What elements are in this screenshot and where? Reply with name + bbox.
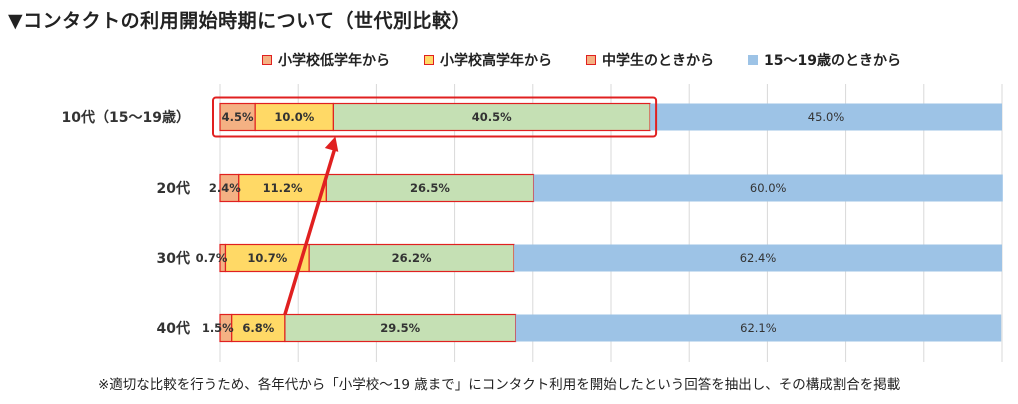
data-label: 62.1% (740, 321, 777, 335)
legend-swatch (748, 55, 758, 65)
data-label: 1.5% (202, 321, 234, 335)
chart-legend: 小学校低学年から 小学校高学年から 中学生のときから 15～19歳のときから (262, 50, 935, 70)
trend-arrow-head (324, 136, 339, 152)
bar-segment-age-15-19 (515, 314, 1002, 342)
bar-segment-junior-high (284, 313, 517, 343)
data-label: 4.5% (222, 110, 254, 124)
bar-segment-age-15-19 (514, 244, 1002, 272)
legend-item-junior-high: 中学生のときから (586, 50, 714, 70)
category-label: 40代 (157, 320, 190, 337)
legend-swatch (262, 55, 272, 65)
data-label: 26.2% (392, 251, 432, 265)
bar-segment-elementary-high (224, 243, 310, 273)
legend-label: 小学校低学年から (278, 53, 390, 69)
category-label: 30代 (157, 250, 190, 267)
data-label: 62.4% (740, 251, 777, 265)
bar-segment-elementary-high (238, 173, 327, 203)
category-label: 20代 (157, 180, 190, 197)
bar-segment-elementary-high (231, 313, 286, 343)
stacked-bar-chart: 10代（15～19歳） 4.5% 10.0% 40.5% 45.0% 20代 2.4% 11.… (62, 84, 1003, 362)
data-label: 45.0% (808, 110, 845, 124)
legend-item-elementary-low: 小学校低学年から (262, 50, 390, 70)
data-label: 29.5% (380, 321, 420, 335)
highlight-box (212, 96, 658, 138)
legend-item-age-15-19: 15～19歳のときから (748, 50, 901, 70)
legend-label: 15～19歳のときから (764, 53, 901, 69)
data-label: 2.4% (209, 181, 241, 195)
page-title: ▼コンタクトの利用開始時期について（世代別比較） (8, 10, 472, 32)
bar-segment-junior-high (332, 102, 651, 132)
legend-item-elementary-high: 小学校高学年から (424, 50, 552, 70)
bar-segment-junior-high (325, 173, 535, 203)
data-label: 10.7% (247, 251, 287, 265)
data-label: 10.0% (274, 110, 314, 124)
category-label: 10代（15～19歳） (62, 109, 190, 126)
legend-label: 小学校高学年から (440, 53, 552, 69)
data-label: 11.2% (263, 181, 303, 195)
footnote: ※適切な比較を行うため、各年代から「小学校～19 歳まで」にコンタクト利用を開始… (98, 377, 901, 393)
data-label: 26.5% (410, 181, 450, 195)
bar-segment-elementary-low (219, 102, 256, 132)
data-label: 6.8% (242, 321, 274, 335)
legend-swatch (424, 55, 434, 65)
legend-swatch (586, 55, 596, 65)
data-label: 40.5% (472, 110, 512, 124)
bar-segment-age-15-19 (533, 174, 1003, 202)
data-label: 60.0% (750, 181, 787, 195)
bar-segment-age-15-19 (650, 103, 1002, 131)
trend-arrow (283, 145, 338, 316)
data-label: 0.7% (196, 251, 228, 265)
legend-label: 中学生のときから (602, 53, 714, 69)
